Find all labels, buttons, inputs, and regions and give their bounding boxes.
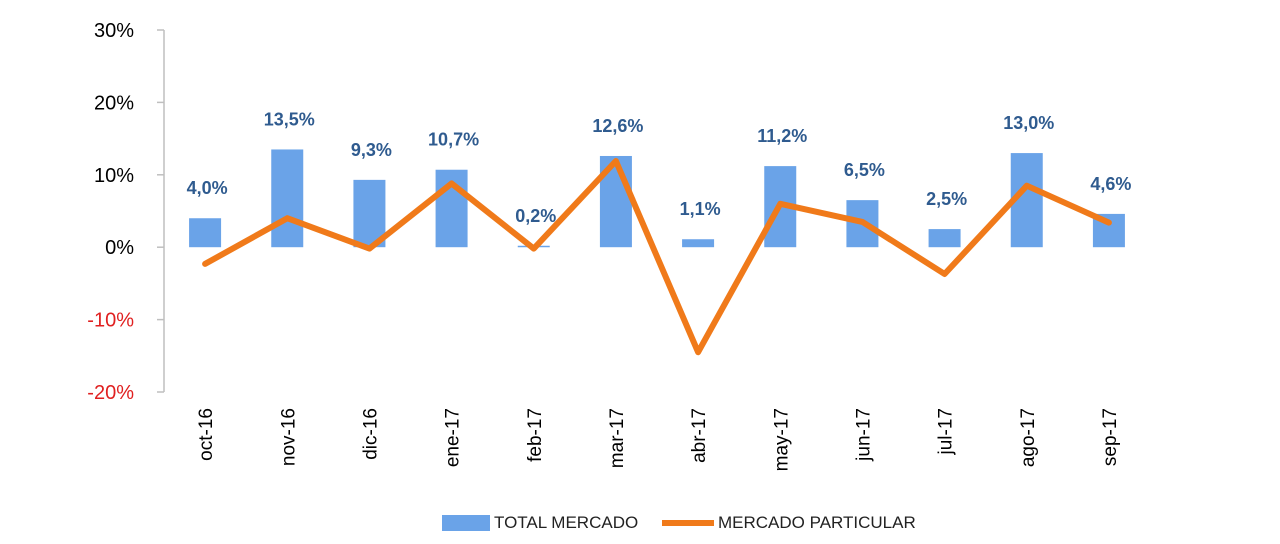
legend-label-mercado-particular: MERCADO PARTICULAR (718, 513, 916, 532)
y-axis: 30% 20% 10% 0% -10% -20% (87, 20, 165, 404)
bar-jul-17 (928, 229, 961, 248)
legend: TOTAL MERCADO MERCADO PARTICULAR (442, 513, 916, 532)
x-axis: oct-16 nov-16 dic-16 ene-17 feb-17 mar-17 abr-… (196, 408, 1121, 471)
bar-nov-16 (271, 149, 304, 248)
y-tick-label: 30% (94, 20, 134, 42)
data-labels: 4,0% 13,5% 9,3% 10,7% 0,2% 12,6% 1,1% 11,2% 6,5%… (187, 109, 1132, 225)
x-tick-label-dic-16: dic-16 (360, 408, 381, 460)
data-label-jun-17: 6,5% (844, 160, 885, 180)
x-tick-label-feb-17: feb-17 (525, 408, 546, 462)
data-label-feb-17: 0,2% (515, 206, 556, 226)
data-label-abr-17: 1,1% (680, 199, 721, 219)
data-label-dic-16: 9,3% (351, 140, 392, 160)
bar-series (189, 149, 1125, 248)
x-tick-label-ago-17: ago-17 (1018, 408, 1039, 467)
data-label-ene-17: 10,7% (428, 130, 479, 150)
x-tick-label-mar-17: mar-17 (607, 408, 628, 468)
line-mercado-particular (202, 158, 1112, 356)
y-tick-label: -20% (87, 382, 134, 404)
x-tick-label-may-17: may-17 (771, 408, 792, 471)
x-tick-label-sep-17: sep-17 (1100, 408, 1121, 466)
data-label-mar-17: 12,6% (592, 116, 643, 136)
y-tick-label: -10% (87, 310, 134, 332)
data-label-sep-17: 4,6% (1090, 174, 1131, 194)
legend-swatch-total-mercado (442, 515, 490, 531)
x-tick-label-nov-16: nov-16 (278, 408, 299, 466)
x-tick-label-jun-17: jun-17 (853, 408, 874, 462)
data-label-oct-16: 4,0% (187, 178, 228, 198)
line-series (202, 158, 1112, 356)
data-label-jul-17: 2,5% (926, 189, 967, 209)
data-label-may-17: 11,2% (757, 126, 807, 146)
y-tick-label: 0% (105, 237, 134, 259)
x-tick-label-jul-17: jul-17 (936, 408, 957, 455)
data-label-ago-17: 13,0% (1003, 113, 1054, 133)
bar-oct-16 (189, 218, 222, 248)
y-tick-label: 20% (94, 92, 134, 114)
x-tick-label-ene-17: ene-17 (443, 408, 464, 467)
x-tick-label-abr-17: abr-17 (689, 408, 710, 463)
y-tick-label: 10% (94, 165, 134, 187)
data-label-nov-16: 13,5% (264, 109, 315, 129)
bar-dic-16 (353, 179, 386, 248)
bar-abr-17 (682, 239, 715, 248)
legend-label-total-mercado: TOTAL MERCADO (494, 513, 638, 532)
x-tick-label-oct-16: oct-16 (196, 408, 217, 461)
